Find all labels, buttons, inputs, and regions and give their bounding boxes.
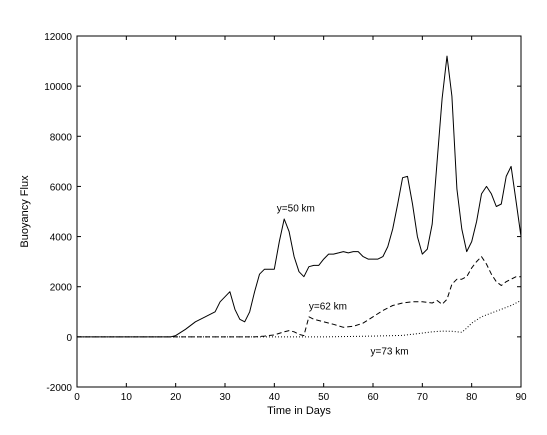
series-annotation: y=73 km — [371, 346, 409, 357]
y-tick-label: 12000 — [44, 32, 72, 43]
x-tick-label: 30 — [219, 392, 231, 403]
y-tick-label: -2000 — [46, 383, 72, 394]
x-tick-label: 50 — [318, 392, 330, 403]
y-tick-label: 0 — [66, 333, 72, 344]
y-axis-label: Buoyancy Flux — [19, 175, 31, 248]
x-tick-label: 60 — [367, 392, 379, 403]
series-annotations: y=50 km y=62 km y=73 km — [277, 204, 409, 358]
x-tick-label: 20 — [170, 392, 182, 403]
x-tick-label: 90 — [515, 392, 527, 403]
x-tick-label: 0 — [74, 392, 80, 403]
plot-frame — [76, 35, 522, 388]
y-tick-label: 2000 — [50, 283, 73, 294]
y-tick-label: 6000 — [50, 182, 73, 193]
x-axis-label: Time in Days — [267, 405, 331, 417]
series-annotation: y=62 km — [309, 301, 347, 312]
series-line-3 — [77, 300, 522, 338]
series-line-1 — [77, 55, 522, 338]
y-tick-label: 8000 — [50, 132, 73, 143]
x-tick-label: 40 — [269, 392, 281, 403]
x-tick-label: 80 — [466, 392, 478, 403]
x-tick-label: 70 — [417, 392, 429, 403]
x-tick-label: 10 — [121, 392, 133, 403]
tick-labels: 0 10 20 30 40 50 60 70 80 90-20000200040006000800… — [44, 32, 527, 403]
y-tick-label: 4000 — [50, 233, 73, 244]
series-line-2 — [77, 256, 521, 338]
series-annotation: y=50 km — [277, 204, 315, 215]
series-lines — [77, 55, 522, 338]
y-tick-label: 10000 — [44, 82, 72, 93]
